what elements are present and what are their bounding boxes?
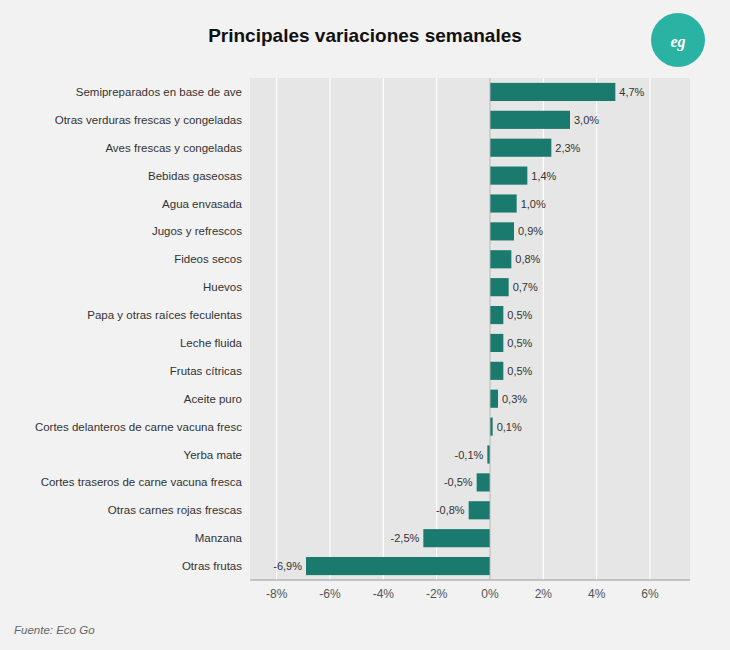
x-tick-label: 0% [481,587,499,601]
bar [490,194,517,212]
data-label: -0,8% [436,504,465,516]
bar [306,557,490,575]
bar [490,111,570,129]
data-label: 1,4% [531,170,556,182]
category-label: Bebidas gaseosas [148,170,242,182]
title: Principales variaciones semanales [208,25,522,46]
bar [490,139,551,157]
category-label: Aves frescas y congeladas [105,142,242,154]
data-label: 0,9% [518,225,543,237]
source: Fuente: Eco Go [14,624,95,636]
grid-line [329,78,330,580]
x-tick-label: 4% [588,587,606,601]
category-label: Frutas cítricas [170,365,242,377]
category-label: Cortes delanteros de carne vacuna fresc [35,421,242,433]
category-label: Otras frutas [182,560,242,572]
bar [490,306,503,324]
data-label: -0,5% [444,476,473,488]
x-tick-label: -6% [319,587,341,601]
category-label: Huevos [203,281,242,293]
category-label: Otras verduras frescas y congeladas [55,114,243,126]
bar [477,473,490,491]
data-label: 0,5% [507,337,532,349]
data-label: 1,0% [521,198,546,210]
grid-line [489,78,490,580]
bar [490,167,527,185]
x-tick-labels: -8% -6% -4% -2% 0% 2% 4% 6% [266,587,659,601]
bar [490,334,503,352]
data-label: 0,7% [513,281,538,293]
bar [490,250,511,268]
grid-line [596,78,597,580]
logo-circle [651,13,705,67]
x-tick-label: -8% [266,587,288,601]
bar [490,83,615,101]
category-label: Leche fluida [180,337,243,349]
data-label: 4,7% [619,86,644,98]
x-tick-label: -2% [426,587,448,601]
data-label: 2,3% [555,142,580,154]
data-label: 0,1% [497,421,522,433]
chart: -8%-6%-4%-2%0%2%4%6%Otras frutasManzanaO… [0,0,730,650]
category-label: Papa y otras raíces feculentas [87,309,242,321]
bars [306,83,615,575]
data-label: -2,5% [391,532,420,544]
category-label: Semipreparados en base de ave [76,86,242,98]
x-tick-label: 2% [535,587,553,601]
category-label: Cortes traseros de carne vacuna fresca [41,476,243,488]
y-tick-labels: Otras frutas Manzana Otras carnes rojas fr… [35,86,243,572]
logo: eg [651,13,705,67]
category-label: Jugos y refrescos [152,225,242,237]
grid-line [649,78,650,580]
x-axis-line [250,580,690,581]
data-labels: -6,9% -2,5% -0,8% -0,5% -0,1% 0,1% 0,3% 0,5% 0,5… [273,86,644,572]
grid-line [276,78,277,580]
category-label: Fideos secos [174,253,242,265]
bar [490,362,503,380]
bar [423,529,490,547]
bar [469,501,490,519]
data-label: 3,0% [574,114,599,126]
x-tick-label: 6% [641,587,659,601]
bar [490,390,498,408]
grid-line [383,78,384,580]
category-label: Otras carnes rojas frescas [108,504,242,516]
plot-area [250,78,690,580]
zero-line [490,78,491,580]
bar [490,222,514,240]
logo-text: eg [670,33,685,51]
data-label: -6,9% [273,560,302,572]
data-label: 0,8% [515,253,540,265]
data-label: -0,1% [455,449,484,461]
x-tick-label: -4% [373,587,395,601]
chart-container: -8%-6%-4%-2%0%2%4%6%Otras frutasManzanaO… [0,0,730,650]
x-grid [277,78,650,580]
category-label: Aceite puro [184,393,242,405]
category-label: Yerba mate [184,449,242,461]
data-label: 0,5% [507,365,532,377]
background [0,0,730,650]
category-label: Manzana [195,532,243,544]
bar [490,278,509,296]
data-label: 0,3% [502,393,527,405]
category-label: Agua envasada [162,198,243,210]
data-label: 0,5% [507,309,532,321]
